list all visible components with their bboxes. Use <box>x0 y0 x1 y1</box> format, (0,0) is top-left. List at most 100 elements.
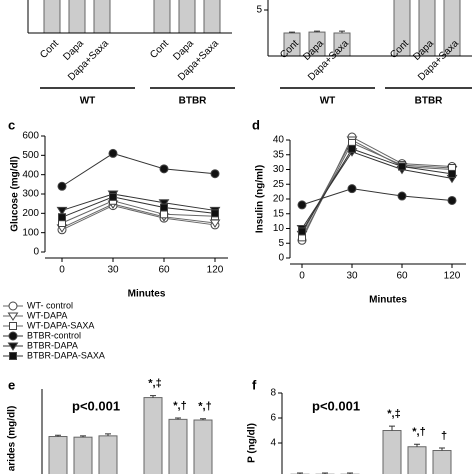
bar-label: † <box>441 430 447 442</box>
series-line <box>301 139 453 235</box>
bars <box>290 425 452 474</box>
group-label: WT <box>320 96 336 107</box>
bar <box>68 0 86 34</box>
series-line <box>61 152 216 187</box>
series-line <box>301 148 453 232</box>
bar <box>382 430 402 474</box>
y-tick-label: 10 <box>273 223 285 234</box>
bar-label: *,‡ <box>387 408 400 420</box>
bars <box>43 0 221 34</box>
y-tick-label: 200 <box>22 208 39 219</box>
bar <box>143 397 163 474</box>
marker <box>7 312 19 321</box>
legend-label: WT- control <box>27 300 73 310</box>
x-tick-label: 30 <box>107 265 119 276</box>
bar <box>93 0 111 34</box>
error-bar <box>200 418 206 421</box>
y-tick-label: 5 <box>278 238 284 249</box>
marker <box>210 169 220 179</box>
bar-label: *,† <box>412 426 425 438</box>
legend-entry: BTBR-control <box>3 330 81 341</box>
marker <box>398 162 406 171</box>
marker <box>298 227 306 236</box>
x-tick-label: Cont <box>38 38 61 61</box>
series-line <box>61 196 216 218</box>
x-tick-label: 60 <box>158 265 170 276</box>
legend-label: BTBR-DAPA <box>27 340 78 350</box>
bar <box>168 418 188 474</box>
error-bar <box>289 31 295 33</box>
error-bar <box>175 417 181 420</box>
group-label: WT <box>80 96 96 107</box>
x-tick-label: 120 <box>207 265 224 276</box>
panel-letter: e <box>8 377 15 392</box>
x-axis-label: Minutes <box>128 289 166 300</box>
bar-label: *,† <box>198 401 211 413</box>
marker <box>448 169 456 178</box>
series-line <box>61 193 216 211</box>
bars <box>283 0 461 57</box>
bar <box>203 0 221 34</box>
error-bar <box>80 435 86 438</box>
panel: e p<0.001 arides (mg/dl) *,‡ *,† *,† <box>7 377 213 474</box>
x-tick-label: 0 <box>299 271 305 282</box>
marker <box>348 144 356 153</box>
y-tick-label: 0 <box>278 253 284 264</box>
marker <box>159 164 169 174</box>
y-tick-label: 30 <box>273 164 285 175</box>
y-axis-label: Insulin (ng/ml) <box>255 165 266 233</box>
y-tick-label: 5 <box>256 5 262 16</box>
error-bar <box>339 30 345 33</box>
y-tick-label: 600 <box>22 131 39 142</box>
marker <box>8 301 18 311</box>
panel-letter: f <box>252 377 257 392</box>
legend-label: WT-DAPA <box>27 310 67 320</box>
y-tick-label: 4 <box>270 438 276 449</box>
error-bar <box>55 434 61 437</box>
series-line <box>61 200 216 224</box>
annotation: p<0.001 <box>72 398 120 413</box>
group-label: BTBR <box>179 96 208 107</box>
bar <box>432 450 452 474</box>
y-tick-label: 25 <box>273 179 285 190</box>
marker <box>56 206 68 216</box>
y-axis-label: Glucose (mg/dl) <box>10 156 21 232</box>
y-tick-label: 100 <box>22 227 39 238</box>
legend-label: BTBR-DAPA-SAXA <box>27 350 105 360</box>
marker <box>8 331 18 341</box>
error-bar <box>314 30 320 33</box>
error-bar <box>439 447 445 451</box>
panel: c Glucose (mg/dl) 0 100 200 300 400 500 600 0 30 60… <box>8 117 228 300</box>
panel: f p<0.001 P (ng/dl) 4 6 8 *,‡ *,† † <box>247 377 452 474</box>
y-tick-label: 8 <box>270 388 276 399</box>
series-line <box>301 151 453 229</box>
marker <box>160 203 168 212</box>
y-tick-label: 300 <box>22 189 39 200</box>
bar <box>407 446 427 474</box>
y-tick-label: 40 <box>273 135 285 146</box>
marker <box>211 209 219 218</box>
marker <box>347 184 357 194</box>
marker <box>158 199 170 208</box>
panel-letter: c <box>8 117 15 132</box>
legend-entry: WT-DAPA <box>3 310 67 321</box>
group-label: BTBR <box>415 96 444 107</box>
x-tick-label: 120 <box>444 271 461 282</box>
bar <box>73 436 93 474</box>
marker <box>397 191 407 201</box>
marker <box>7 342 19 351</box>
y-tick-label: 15 <box>273 208 285 219</box>
series-line <box>301 188 453 206</box>
marker <box>9 322 17 330</box>
marker <box>160 210 168 219</box>
bar-label: *,† <box>173 400 186 412</box>
y-tick-label: 35 <box>273 149 285 160</box>
bar-label: *,‡ <box>148 378 161 390</box>
y-tick-label: 500 <box>22 150 39 161</box>
marker <box>108 148 118 158</box>
series-line <box>301 136 453 241</box>
y-tick-label: 400 <box>22 169 39 180</box>
bar <box>193 419 213 474</box>
